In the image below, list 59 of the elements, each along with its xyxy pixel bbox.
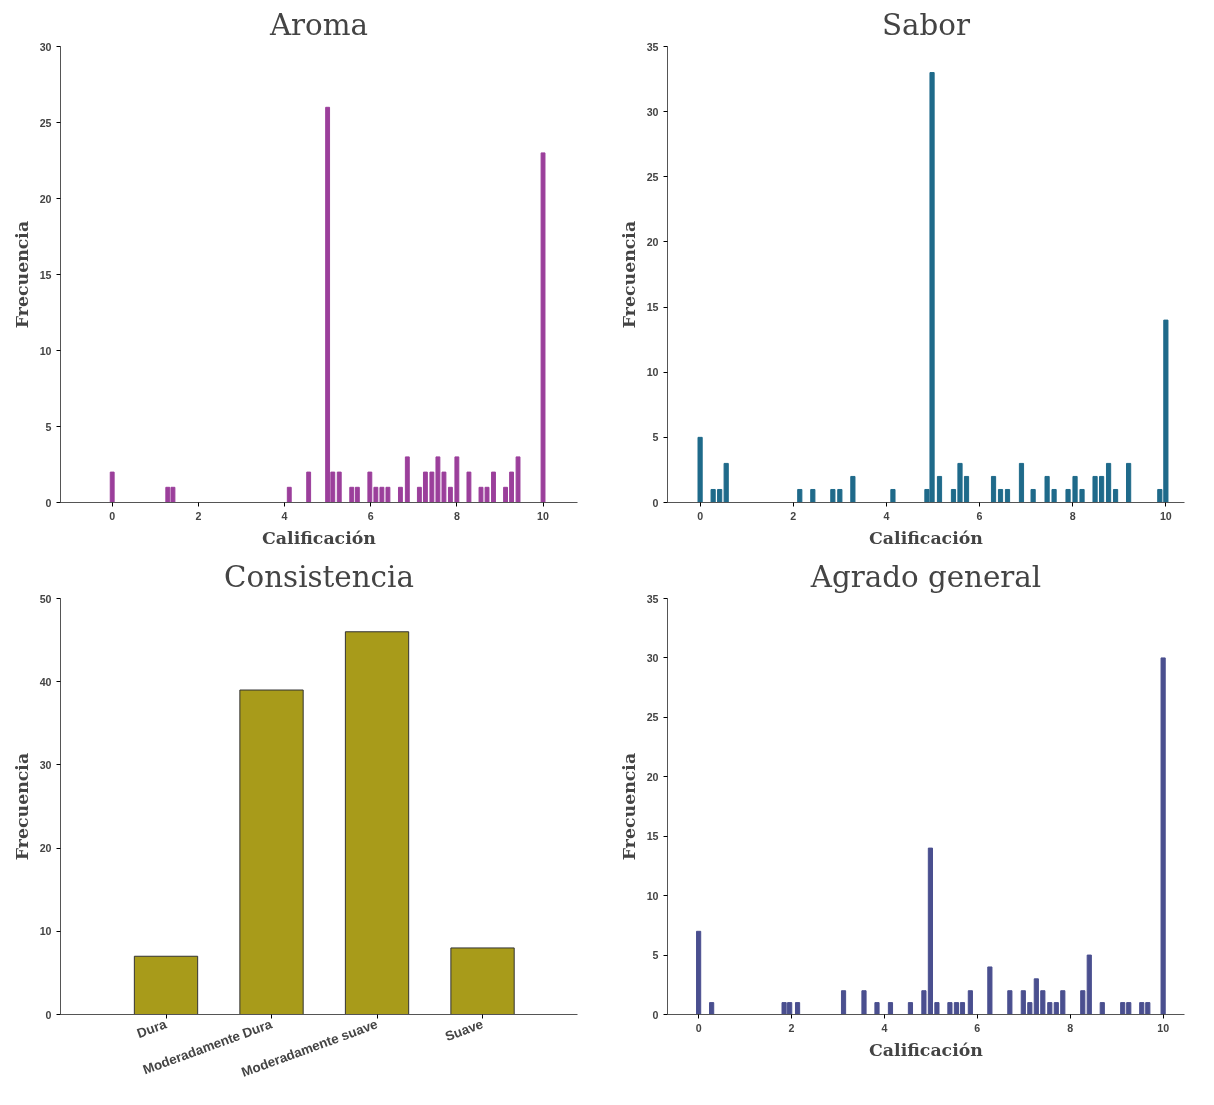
x-axis-title: Calificación xyxy=(262,527,377,548)
x-tick-label: 8 xyxy=(1069,509,1076,522)
chart-title: Agrado general xyxy=(809,559,1042,594)
x-tick-label: 6 xyxy=(974,1021,981,1034)
x-tick-label: 10 xyxy=(537,509,550,522)
y-tick-label: 0 xyxy=(652,496,659,509)
x-tick-label: Suave xyxy=(443,1016,486,1045)
x-tick-label: 6 xyxy=(367,509,374,522)
y-tick-label: 10 xyxy=(646,366,659,379)
x-tick-label: 4 xyxy=(883,509,890,522)
y-tick-label: 40 xyxy=(39,675,52,688)
y-axis-title: Frecuencia xyxy=(11,220,32,329)
x-tick-label: 10 xyxy=(1159,509,1172,522)
y-tick-label: 5 xyxy=(652,949,659,962)
chart-title: Sabor xyxy=(881,7,971,42)
x-axis-title: Calificación xyxy=(869,1039,984,1060)
x-tick-label: 4 xyxy=(881,1021,888,1034)
x-axis-title: Calificación xyxy=(869,527,984,548)
y-axis-title: Frecuencia xyxy=(11,752,32,861)
chart-title: Consistencia xyxy=(224,559,414,594)
x-tick-label: 8 xyxy=(453,509,460,522)
x-tick-label: 6 xyxy=(976,509,983,522)
y-tick-label: 25 xyxy=(39,116,52,129)
y-tick-label: 30 xyxy=(39,40,52,53)
y-tick-label: 20 xyxy=(646,770,659,783)
y-tick-label: 30 xyxy=(39,758,52,771)
y-tick-label: 20 xyxy=(646,235,659,248)
y-tick-label: 10 xyxy=(39,344,52,357)
x-tick-label: 8 xyxy=(1067,1021,1074,1034)
y-axis-title: Frecuencia xyxy=(618,220,639,329)
y-tick-label: 0 xyxy=(652,1008,659,1021)
y-tick-label: 0 xyxy=(45,496,52,509)
y-tick-label: 0 xyxy=(45,1008,52,1021)
y-tick-label: 10 xyxy=(646,889,659,902)
x-tick-label: 2 xyxy=(788,1021,795,1034)
x-tick-label: 4 xyxy=(281,509,288,522)
x-tick-label: 10 xyxy=(1157,1021,1170,1034)
y-tick-label: 35 xyxy=(646,592,659,605)
chart-title: Aroma xyxy=(268,7,369,42)
y-tick-label: 30 xyxy=(646,105,659,118)
x-tick-label: 0 xyxy=(109,509,116,522)
y-tick-label: 35 xyxy=(646,40,659,53)
x-tick-label: 0 xyxy=(695,1021,702,1034)
y-tick-label: 25 xyxy=(646,711,659,724)
y-tick-label: 20 xyxy=(39,842,52,855)
y-tick-label: 20 xyxy=(39,192,52,205)
y-tick-label: 15 xyxy=(646,301,659,314)
y-tick-label: 5 xyxy=(45,420,52,433)
y-tick-label: 25 xyxy=(646,170,659,183)
y-tick-label: 5 xyxy=(652,431,659,444)
y-tick-label: 15 xyxy=(39,268,52,281)
y-axis-title: Frecuencia xyxy=(618,752,639,861)
x-tick-label: 0 xyxy=(697,509,704,522)
y-tick-label: 50 xyxy=(39,592,52,605)
x-tick-label: 2 xyxy=(195,509,202,522)
y-tick-label: 15 xyxy=(646,830,659,843)
x-tick-label: 2 xyxy=(790,509,797,522)
y-tick-label: 10 xyxy=(39,925,52,938)
y-tick-label: 30 xyxy=(646,651,659,664)
